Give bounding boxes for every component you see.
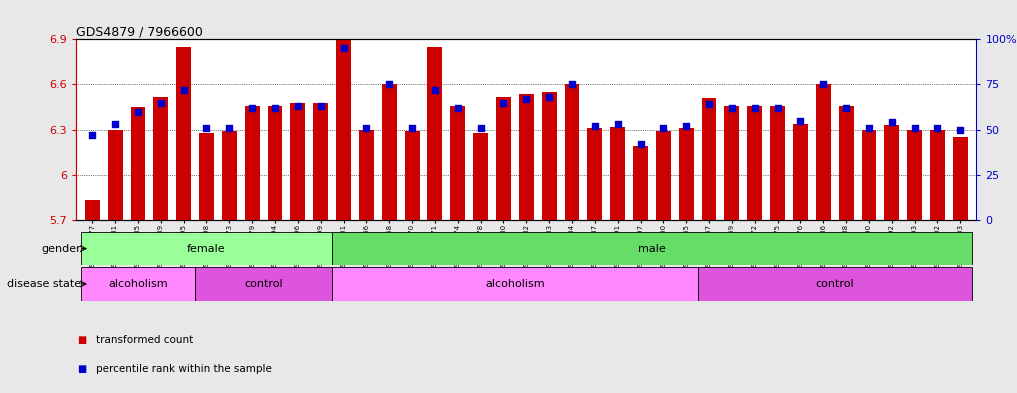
- Bar: [519, 94, 534, 220]
- Bar: [861, 130, 877, 220]
- Bar: [564, 84, 580, 220]
- Bar: [839, 106, 853, 220]
- Point: [518, 96, 535, 102]
- Point: [495, 99, 512, 106]
- Bar: [427, 47, 442, 220]
- Point: [609, 121, 625, 127]
- Bar: [542, 92, 556, 220]
- Point: [792, 118, 809, 124]
- Point: [884, 119, 900, 126]
- Bar: [747, 106, 762, 220]
- Point: [930, 125, 946, 131]
- Point: [404, 125, 420, 131]
- Point: [860, 125, 877, 131]
- Text: GDS4879 / 7966600: GDS4879 / 7966600: [76, 25, 203, 38]
- Point: [563, 81, 580, 88]
- Point: [336, 45, 352, 51]
- Bar: [793, 124, 807, 220]
- Point: [541, 94, 557, 100]
- Point: [473, 125, 489, 131]
- Bar: [405, 131, 419, 220]
- Bar: [698, 267, 972, 301]
- Point: [312, 103, 328, 109]
- Bar: [907, 130, 922, 220]
- Point: [816, 81, 832, 88]
- Point: [290, 103, 306, 109]
- Point: [746, 105, 763, 111]
- Point: [678, 123, 695, 129]
- Point: [266, 105, 283, 111]
- Text: ■: ■: [77, 364, 86, 375]
- Point: [107, 121, 123, 127]
- Point: [381, 81, 398, 88]
- Bar: [381, 84, 397, 220]
- Bar: [80, 267, 195, 301]
- Bar: [154, 97, 168, 220]
- Bar: [176, 47, 191, 220]
- Bar: [267, 106, 283, 220]
- Point: [153, 99, 169, 106]
- Bar: [588, 128, 602, 220]
- Text: disease state: disease state: [7, 279, 80, 289]
- Bar: [610, 127, 625, 220]
- Bar: [885, 125, 899, 220]
- Point: [770, 105, 786, 111]
- Text: control: control: [244, 279, 283, 289]
- Text: ■: ■: [77, 335, 86, 345]
- Point: [952, 127, 968, 133]
- Bar: [656, 131, 671, 220]
- Bar: [333, 267, 698, 301]
- Point: [655, 125, 671, 131]
- Bar: [724, 106, 739, 220]
- Point: [221, 125, 237, 131]
- Bar: [199, 133, 214, 220]
- Bar: [222, 131, 237, 220]
- Point: [176, 87, 192, 93]
- Bar: [931, 130, 945, 220]
- Bar: [634, 146, 648, 220]
- Bar: [451, 106, 465, 220]
- Point: [244, 105, 260, 111]
- Bar: [313, 103, 328, 220]
- Point: [701, 101, 717, 108]
- Text: percentile rank within the sample: percentile rank within the sample: [96, 364, 272, 375]
- Text: alcoholism: alcoholism: [485, 279, 545, 289]
- Text: control: control: [816, 279, 854, 289]
- Text: alcoholism: alcoholism: [108, 279, 168, 289]
- Point: [838, 105, 854, 111]
- Point: [724, 105, 740, 111]
- Bar: [130, 107, 145, 220]
- Point: [450, 105, 466, 111]
- Bar: [108, 130, 122, 220]
- Text: gender: gender: [41, 244, 80, 253]
- Bar: [496, 97, 511, 220]
- Text: female: female: [187, 244, 226, 253]
- Point: [427, 87, 443, 93]
- Bar: [245, 106, 259, 220]
- Point: [130, 108, 146, 115]
- Bar: [195, 267, 333, 301]
- Bar: [702, 98, 716, 220]
- Bar: [678, 128, 694, 220]
- Text: male: male: [638, 244, 666, 253]
- Bar: [473, 133, 488, 220]
- Bar: [770, 106, 785, 220]
- Bar: [291, 103, 305, 220]
- Point: [906, 125, 922, 131]
- Point: [587, 123, 603, 129]
- Point: [633, 141, 649, 147]
- Point: [198, 125, 215, 131]
- Bar: [337, 39, 351, 220]
- Point: [358, 125, 374, 131]
- Bar: [80, 232, 333, 265]
- Bar: [953, 137, 968, 220]
- Text: transformed count: transformed count: [96, 335, 193, 345]
- Point: [84, 132, 101, 138]
- Bar: [816, 84, 831, 220]
- Bar: [359, 130, 374, 220]
- Bar: [333, 232, 972, 265]
- Bar: [84, 200, 100, 220]
